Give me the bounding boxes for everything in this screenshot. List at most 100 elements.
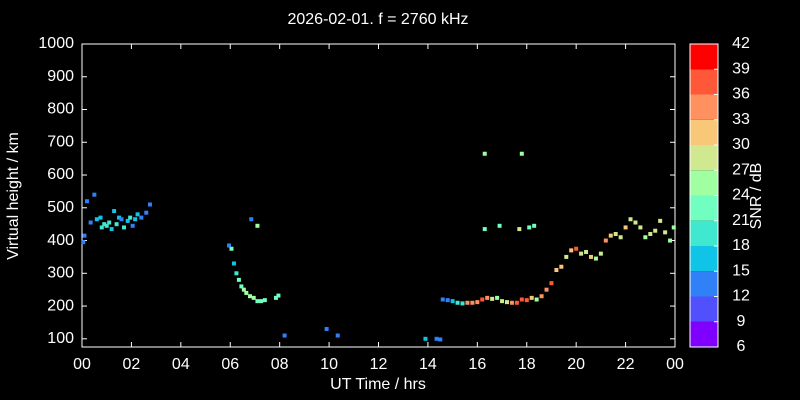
- x-tick-label: 08: [271, 356, 289, 373]
- x-tick-label: 22: [617, 356, 635, 373]
- data-point: [94, 217, 99, 222]
- y-tick-label: 400: [47, 232, 74, 249]
- colorbar-tick-label: 24: [732, 187, 750, 204]
- y-tick-label: 300: [47, 265, 74, 282]
- data-point: [470, 300, 475, 305]
- colorbar-tick-label: 36: [732, 86, 750, 103]
- data-point: [519, 297, 524, 302]
- data-point: [559, 264, 564, 269]
- colorbar-tick-label: 6: [737, 338, 746, 355]
- data-point: [564, 254, 569, 259]
- data-point: [574, 246, 579, 251]
- colorbar-band: [690, 94, 718, 120]
- data-point: [434, 336, 439, 341]
- data-point: [527, 225, 532, 230]
- data-point: [251, 295, 256, 300]
- data-point: [663, 230, 668, 235]
- data-point: [653, 228, 658, 233]
- data-point: [107, 220, 112, 225]
- data-point: [668, 238, 673, 243]
- data-point: [495, 295, 500, 300]
- data-point: [229, 246, 234, 251]
- x-tick-label: 00: [666, 356, 684, 373]
- data-point: [139, 215, 144, 220]
- colorbar-tick-label: 27: [732, 161, 750, 178]
- data-point: [539, 294, 544, 299]
- data-point: [584, 250, 589, 255]
- x-tick-label: 04: [172, 356, 190, 373]
- data-point: [133, 217, 138, 222]
- data-point: [249, 217, 254, 222]
- colorbar-tick-label: 9: [737, 313, 746, 330]
- data-point: [102, 222, 107, 227]
- data-point: [490, 296, 495, 301]
- data-point: [482, 151, 487, 156]
- data-point: [482, 227, 487, 232]
- data-point: [231, 261, 236, 266]
- data-point: [671, 225, 676, 230]
- colorbar-tick-label: 12: [732, 288, 750, 305]
- x-axis-label: UT Time / hrs: [330, 376, 426, 393]
- data-point: [273, 295, 278, 300]
- data-point: [603, 238, 608, 243]
- chart-title: 2026-02-01. f = 2760 kHz: [287, 11, 468, 28]
- data-point: [485, 295, 490, 300]
- data-point: [613, 231, 618, 236]
- x-tick-label: 18: [518, 356, 536, 373]
- data-point: [144, 210, 149, 215]
- colorbar-tick-label: 15: [732, 262, 750, 279]
- data-point: [569, 248, 574, 253]
- data-point: [122, 225, 127, 230]
- colorbar-tick-label: 30: [732, 136, 750, 153]
- data-point: [114, 222, 119, 227]
- data-point: [440, 297, 445, 302]
- x-tick-label: 12: [370, 356, 388, 373]
- data-point: [455, 300, 460, 305]
- y-tick-label: 800: [47, 101, 74, 118]
- colorbar-band: [690, 296, 718, 322]
- data-point: [128, 215, 133, 220]
- data-point: [84, 199, 89, 204]
- data-point: [255, 223, 260, 228]
- colorbar-tick-label: 42: [732, 35, 750, 52]
- colorbar-band: [690, 145, 718, 171]
- data-point: [82, 233, 87, 238]
- colorbar-tick-label: 18: [732, 237, 750, 254]
- colorbar-band: [690, 271, 718, 297]
- data-point: [98, 215, 103, 220]
- data-point: [92, 192, 97, 197]
- data-point: [117, 215, 122, 220]
- data-point: [88, 220, 93, 225]
- data-point: [130, 223, 135, 228]
- y-tick-label: 100: [47, 330, 74, 347]
- data-point: [608, 233, 613, 238]
- data-point: [623, 225, 628, 230]
- data-point: [445, 298, 450, 303]
- data-point: [598, 251, 603, 256]
- data-point: [135, 212, 140, 217]
- plot-area: [81, 43, 676, 348]
- data-point: [255, 299, 260, 304]
- data-point: [618, 235, 623, 240]
- data-point: [529, 295, 534, 300]
- colorbar-band: [690, 170, 718, 196]
- x-tick-label: 10: [320, 356, 338, 373]
- data-point: [259, 299, 264, 304]
- colorbar-band: [690, 44, 718, 70]
- data-point: [588, 254, 593, 259]
- data-point: [147, 202, 152, 207]
- data-point: [234, 271, 239, 276]
- data-point: [480, 297, 485, 302]
- x-tick-label: 06: [221, 356, 239, 373]
- data-point: [450, 299, 455, 304]
- data-point: [579, 251, 584, 256]
- colorbar-band: [690, 69, 718, 95]
- data-point: [460, 301, 465, 306]
- data-point: [248, 294, 253, 299]
- data-point: [236, 277, 241, 282]
- data-point: [475, 300, 480, 305]
- data-point: [532, 223, 537, 228]
- colorbar-band: [690, 246, 718, 272]
- x-tick-label: 16: [468, 356, 486, 373]
- data-point: [554, 268, 559, 273]
